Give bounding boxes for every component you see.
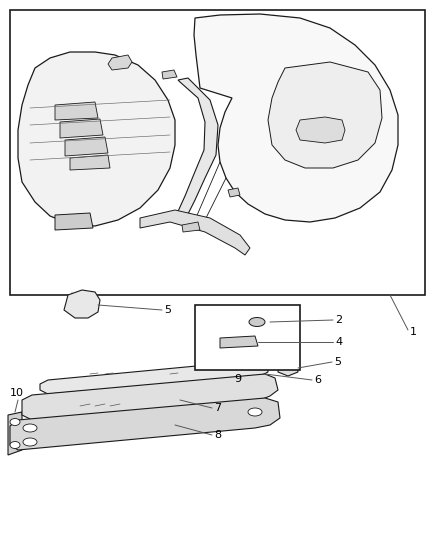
Text: 7: 7 [214, 403, 221, 413]
Polygon shape [182, 222, 200, 232]
Polygon shape [40, 360, 268, 394]
Polygon shape [108, 55, 132, 70]
Text: 1: 1 [410, 327, 417, 337]
Text: 4: 4 [335, 337, 342, 347]
Polygon shape [70, 155, 110, 170]
Polygon shape [10, 398, 280, 450]
Polygon shape [65, 137, 108, 156]
Polygon shape [278, 354, 298, 376]
Polygon shape [194, 14, 398, 222]
Bar [10, 10, 425, 295]
Polygon shape [22, 374, 278, 420]
Polygon shape [162, 70, 177, 79]
Ellipse shape [248, 408, 262, 416]
Polygon shape [55, 102, 98, 120]
Polygon shape [8, 412, 22, 455]
Ellipse shape [23, 424, 37, 432]
Text: 8: 8 [214, 430, 221, 440]
Polygon shape [64, 290, 100, 318]
Text: 10: 10 [10, 388, 24, 398]
Polygon shape [55, 213, 93, 230]
Polygon shape [18, 52, 175, 226]
Text: 5: 5 [164, 305, 171, 315]
Polygon shape [175, 78, 218, 220]
Text: 5: 5 [334, 357, 341, 367]
Text: 9: 9 [234, 374, 242, 384]
Polygon shape [60, 119, 103, 138]
Ellipse shape [249, 318, 265, 327]
Polygon shape [228, 188, 240, 197]
Polygon shape [140, 210, 250, 255]
Ellipse shape [10, 418, 20, 425]
Ellipse shape [23, 438, 37, 446]
Polygon shape [296, 117, 345, 143]
Text: 6: 6 [314, 375, 321, 385]
Ellipse shape [10, 441, 20, 448]
Bar [195, 305, 300, 370]
Polygon shape [268, 62, 382, 168]
Polygon shape [220, 336, 258, 348]
Text: 2: 2 [335, 315, 342, 325]
